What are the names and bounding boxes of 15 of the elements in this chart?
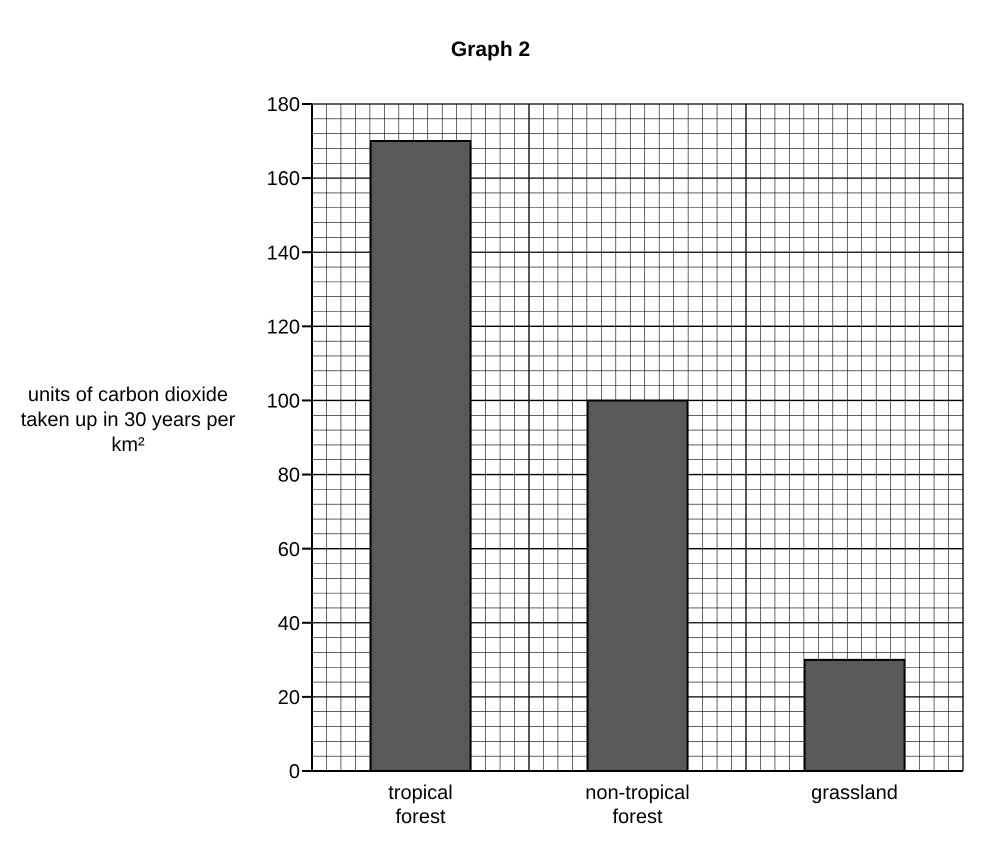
y-tick-label: 100 <box>266 390 300 413</box>
y-tick-label: 180 <box>266 94 300 116</box>
chart-title: Graph 2 <box>450 38 532 62</box>
y-tick-label: 20 <box>278 686 300 709</box>
x-tick-label: non-tropical forest <box>585 782 690 828</box>
x-tick-label: grassland <box>811 782 898 804</box>
y-tick-label: 160 <box>266 168 300 190</box>
y-tick-label: 0 <box>288 761 300 784</box>
y-tick-label: 140 <box>266 242 300 264</box>
y-tick-label: 80 <box>278 464 300 487</box>
y-tick-label: 40 <box>278 612 300 635</box>
y-axis-title: units of carbon dioxide taken up in 30 years per km² <box>20 383 236 458</box>
y-tick-label: 120 <box>266 316 300 338</box>
y-tick-label: 60 <box>278 538 300 561</box>
x-tick-label: tropical forest <box>388 782 453 828</box>
